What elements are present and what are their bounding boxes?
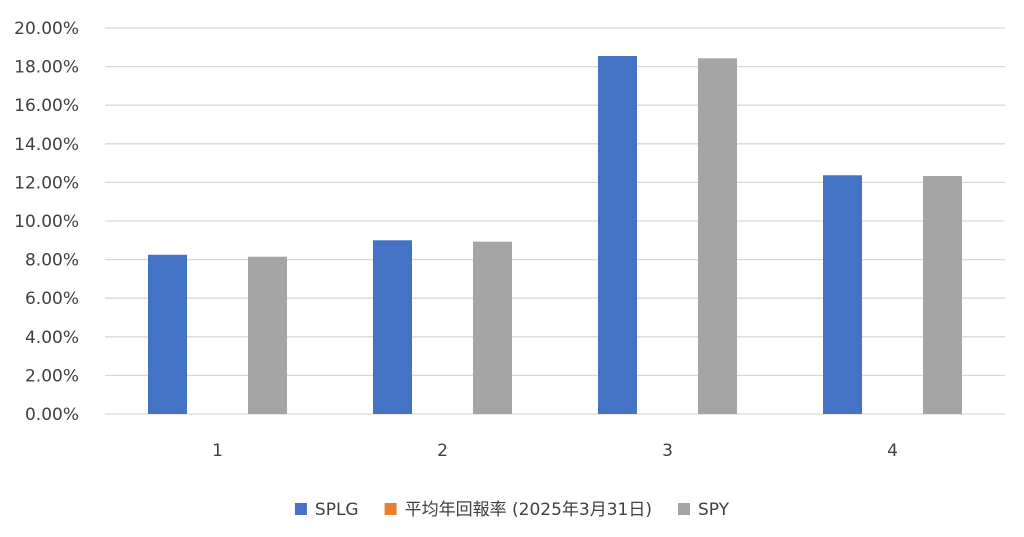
y-tick-label: 0.00%: [25, 405, 79, 425]
legend-swatch: [294, 503, 307, 515]
bar-splg-4: [823, 175, 862, 414]
y-tick-label: 8.00%: [25, 251, 79, 271]
x-tick-label: 4: [887, 441, 898, 461]
y-tick-label: 6.00%: [25, 289, 79, 309]
bar-splg-3: [598, 55, 637, 415]
y-tick-label: 12.00%: [14, 173, 79, 193]
bars: [148, 55, 962, 415]
legend-item: SPY: [678, 500, 730, 520]
y-tick-label: 20.00%: [14, 19, 79, 39]
bar-spy-2: [473, 241, 512, 414]
legend-item: SPLG: [294, 500, 359, 520]
bar-spy-4: [923, 176, 962, 414]
y-axis-tick-labels: 0.00% 2.00% 4.00% 6.00% 8.00% 10.00% 12.00% 14.…: [14, 19, 79, 425]
y-tick-label: 4.00%: [25, 328, 79, 348]
bar-spy-3: [698, 58, 737, 415]
gridlines: [105, 27, 1005, 415]
legend: SPLG 平均年回報率 (2025年3月31日) SPY: [294, 500, 730, 520]
legend-item: 平均年回報率 (2025年3月31日): [384, 500, 652, 520]
legend-label: 平均年回報率 (2025年3月31日): [405, 500, 652, 520]
y-tick-label: 14.00%: [14, 135, 79, 155]
legend-label: SPLG: [315, 500, 359, 520]
bar-splg-2: [373, 240, 412, 414]
legend-swatch: [384, 503, 397, 515]
y-tick-label: 16.00%: [14, 96, 79, 116]
x-tick-label: 3: [662, 441, 673, 461]
legend-swatch: [678, 503, 691, 515]
legend-label: SPY: [698, 500, 730, 520]
y-tick-label: 2.00%: [25, 366, 79, 386]
x-tick-label: 2: [437, 441, 448, 461]
x-axis-tick-labels: 1 2 3 4: [212, 441, 898, 461]
y-tick-label: 10.00%: [14, 212, 79, 232]
bar-spy-1: [248, 256, 287, 414]
y-tick-label: 18.00%: [14, 58, 79, 78]
bar-splg-1: [148, 254, 187, 414]
x-tick-label: 1: [212, 441, 223, 461]
